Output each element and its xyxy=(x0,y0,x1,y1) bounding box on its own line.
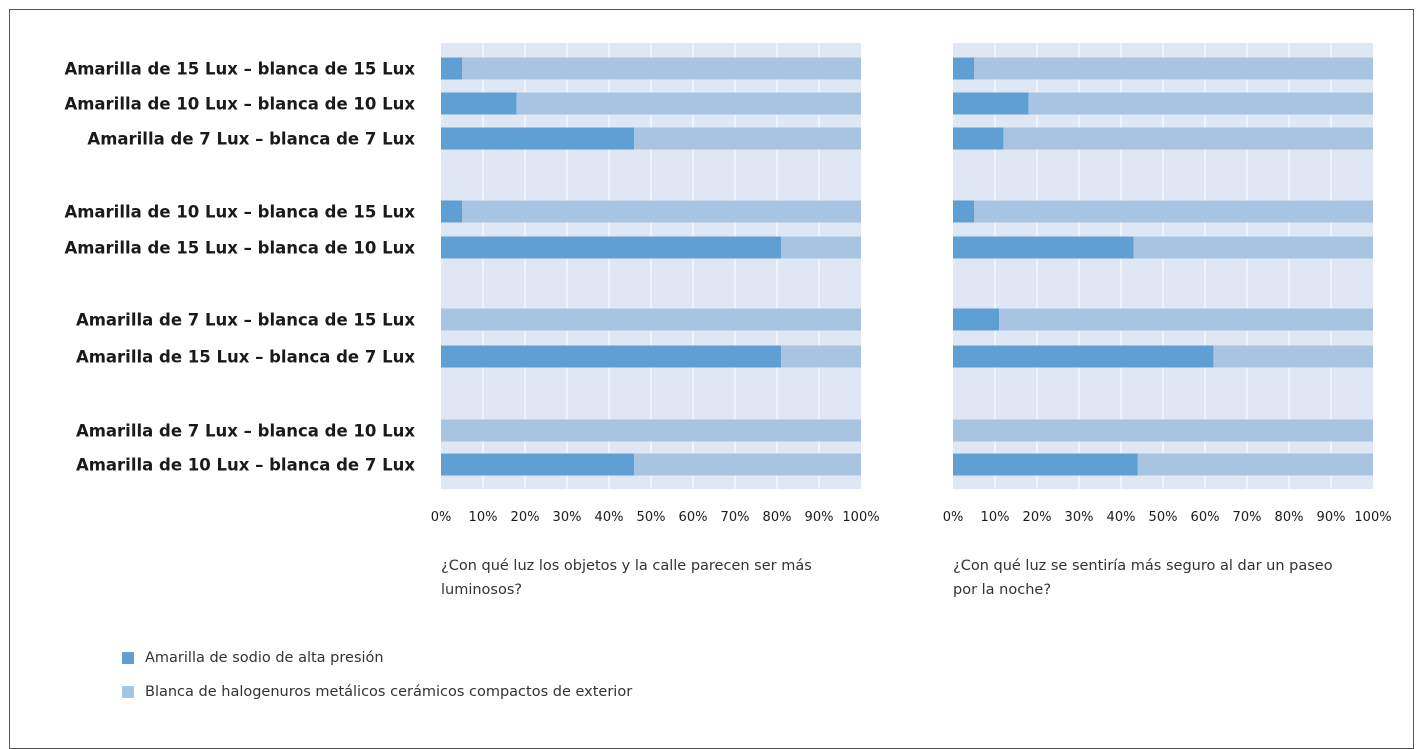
category-label-8: Amarilla de 7 Lux – blanca de 10 Lux xyxy=(76,422,415,441)
chart-1-x-tick-label: 50% xyxy=(637,510,666,525)
chart-2-x-tick-label: 50% xyxy=(1149,510,1178,525)
chart-1-bar-7-yellow xyxy=(441,345,782,368)
category-label-7: Amarilla de 15 Lux – blanca de 7 Lux xyxy=(76,348,415,367)
chart-2-caption: ¿Con qué luz se sentiría más seguro al d… xyxy=(953,558,1333,598)
category-label-4: Amarilla de 10 Lux – blanca de 15 Lux xyxy=(64,203,415,222)
chart-1-bar-8-white xyxy=(441,419,861,442)
chart-1-caption: ¿Con qué luz los objetos y la calle pare… xyxy=(441,558,812,598)
chart-2-bar-4-yellow xyxy=(953,200,974,223)
chart-2-bar-2-white xyxy=(1028,92,1373,115)
chart-2-bar-2-yellow xyxy=(953,92,1029,115)
chart-1-bar-5-yellow xyxy=(441,236,782,259)
category-label-3: Amarilla de 7 Lux – blanca de 7 Lux xyxy=(87,130,415,149)
chart-1-bar-1-white xyxy=(462,57,861,80)
category-label-9: Amarilla de 10 Lux – blanca de 7 Lux xyxy=(76,456,415,475)
chart-2-x-tick-label: 30% xyxy=(1065,510,1094,525)
chart-2-bar-3-white xyxy=(1003,127,1373,150)
chart-1-x-tick-label: 40% xyxy=(595,510,624,525)
chart-2-x-tick-label: 10% xyxy=(981,510,1010,525)
chart-2-bar-5-yellow xyxy=(953,236,1134,259)
chart-2-x-tick-label: 80% xyxy=(1275,510,1304,525)
chart-2-bar-9-white xyxy=(1137,453,1373,476)
category-label-6: Amarilla de 7 Lux – blanca de 15 Lux xyxy=(76,311,415,330)
chart-2-bar-1-yellow xyxy=(953,57,974,80)
chart-2-bar-5-white xyxy=(1133,236,1373,259)
stacked-bar-charts: 0% 10% 20% 30% 40% 50% 60% 70% 80% 90% 100% 0% 10% 20… xyxy=(64,43,1392,525)
chart-2-x-tick-label: 100% xyxy=(1354,510,1391,525)
chart-2-bar-8-white xyxy=(953,419,1373,442)
chart-2-bar-9-yellow xyxy=(953,453,1138,476)
chart-1-x-tick-label: 30% xyxy=(553,510,582,525)
legend-item-white: Blanca de halogenuros metálicos cerámico… xyxy=(122,682,632,702)
chart-1-x-tick-label: 0% xyxy=(431,510,452,525)
chart-2-x-tick-label: 60% xyxy=(1191,510,1220,525)
chart-1-x-tick-label: 60% xyxy=(679,510,708,525)
chart-1-bar-6-white xyxy=(441,308,861,331)
chart-1-bar-2-yellow xyxy=(441,92,517,115)
chart-2-x-tick-label: 90% xyxy=(1317,510,1346,525)
chart-2-x-tick-label: 40% xyxy=(1107,510,1136,525)
chart-2-bar-1-white xyxy=(974,57,1373,80)
chart-1-bar-2-white xyxy=(516,92,861,115)
chart-2-bar-6-white xyxy=(999,308,1373,331)
legend-item-yellow: Amarilla de sodio de alta presión xyxy=(122,648,384,668)
category-label-5: Amarilla de 15 Lux – blanca de 10 Lux xyxy=(64,239,415,258)
category-label-1: Amarilla de 15 Lux – blanca de 15 Lux xyxy=(64,60,415,79)
legend-label-white: Blanca de halogenuros metálicos cerámico… xyxy=(145,684,633,700)
chart-1-x-tick-label: 10% xyxy=(469,510,498,525)
chart-2-bar-6-yellow xyxy=(953,308,1000,331)
chart-1-x-tick-label: 80% xyxy=(763,510,792,525)
chart-1-x-tick-label: 100% xyxy=(842,510,879,525)
chart-1-bar-3-white xyxy=(634,127,861,150)
chart-1-bar-4-white xyxy=(462,200,861,223)
chart-2-bar-3-yellow xyxy=(953,127,1004,150)
chart-1-bar-9-white xyxy=(634,453,861,476)
chart-2-x-tick-label: 70% xyxy=(1233,510,1262,525)
chart-2-x-tick-label: 0% xyxy=(943,510,964,525)
chart-1-bar-1-yellow xyxy=(441,57,462,80)
legend-label-yellow: Amarilla de sodio de alta presión xyxy=(145,650,384,666)
legend-swatch-white xyxy=(122,686,134,698)
chart-1-bar-4-yellow xyxy=(441,200,462,223)
chart-1-bar-7-white xyxy=(781,345,861,368)
chart-2-x-tick-label: 20% xyxy=(1023,510,1052,525)
category-label-2: Amarilla de 10 Lux – blanca de 10 Lux xyxy=(64,95,415,114)
chart-1-bar-3-yellow xyxy=(441,127,635,150)
chart-2-bar-7-white xyxy=(1213,345,1373,368)
chart-1-bar-5-white xyxy=(781,236,861,259)
chart-1-bar-9-yellow xyxy=(441,453,635,476)
legend-swatch-yellow xyxy=(122,652,134,664)
chart-1-x-tick-label: 20% xyxy=(511,510,540,525)
chart-2-bar-7-yellow xyxy=(953,345,1214,368)
chart-2-bar-4-white xyxy=(974,200,1373,223)
chart-1-x-tick-label: 70% xyxy=(721,510,750,525)
chart-1-x-tick-label: 90% xyxy=(805,510,834,525)
